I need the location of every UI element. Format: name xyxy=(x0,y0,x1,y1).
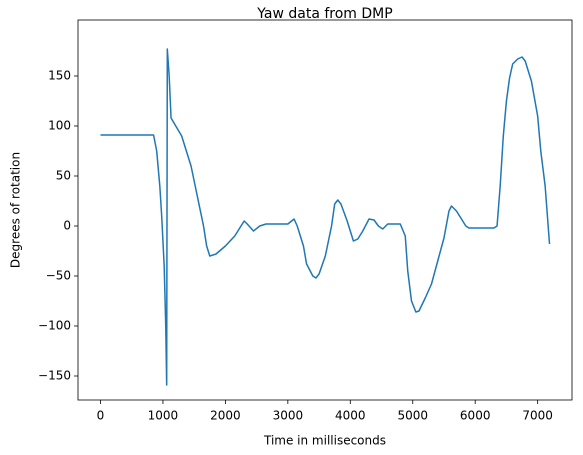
y-tick-label: 0 xyxy=(63,219,71,233)
x-tick-label: 5000 xyxy=(397,409,428,423)
x-tick-label: 7000 xyxy=(522,409,553,423)
x-tick-label: 2000 xyxy=(210,409,241,423)
y-tick-label: 100 xyxy=(48,119,71,133)
y-tick-label: 50 xyxy=(56,169,71,183)
plot-frame xyxy=(77,19,573,401)
y-tick-label: −50 xyxy=(46,269,71,283)
x-tick-label: 6000 xyxy=(460,409,491,423)
x-axis-label: Time in milliseconds xyxy=(263,434,386,448)
y-axis-label: Degrees of rotation xyxy=(9,152,23,268)
x-tick-label: 4000 xyxy=(335,409,366,423)
y-tick-label: −150 xyxy=(38,369,71,383)
line xyxy=(100,48,551,386)
x-tick-label: 0 xyxy=(97,409,105,423)
x-tick-label: 3000 xyxy=(273,409,304,423)
chart-title: Yaw data from DMP xyxy=(256,6,392,22)
y-tick-label: 150 xyxy=(48,69,71,83)
x-tick-label: 1000 xyxy=(148,409,179,423)
y-tick-label: −100 xyxy=(38,319,71,333)
